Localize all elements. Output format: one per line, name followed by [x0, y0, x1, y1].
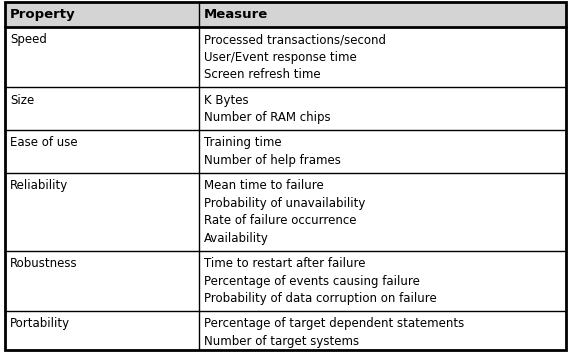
- Text: Rate of failure occurrence: Rate of failure occurrence: [203, 214, 356, 227]
- Text: Time to restart after failure: Time to restart after failure: [203, 257, 365, 270]
- Text: Property: Property: [10, 8, 75, 21]
- Text: Ease of use: Ease of use: [10, 136, 78, 149]
- Text: Number of RAM chips: Number of RAM chips: [203, 111, 330, 124]
- Text: Percentage of events causing failure: Percentage of events causing failure: [203, 275, 420, 288]
- Text: Portability: Portability: [10, 318, 70, 330]
- Text: Reliability: Reliability: [10, 179, 69, 192]
- Text: Probability of data corruption on failure: Probability of data corruption on failur…: [203, 292, 436, 305]
- Text: Number of target systems: Number of target systems: [203, 335, 359, 348]
- Text: Mean time to failure: Mean time to failure: [203, 179, 323, 192]
- Text: User/Event response time: User/Event response time: [203, 51, 356, 64]
- Text: Percentage of target dependent statements: Percentage of target dependent statement…: [203, 318, 464, 330]
- Text: Availability: Availability: [203, 232, 268, 245]
- Text: Size: Size: [10, 94, 34, 107]
- Text: Screen refresh time: Screen refresh time: [203, 68, 320, 81]
- Text: Robustness: Robustness: [10, 257, 78, 270]
- Bar: [5, 2, 566, 27]
- Text: Speed: Speed: [10, 33, 47, 46]
- Text: Training time: Training time: [203, 136, 281, 149]
- Text: Measure: Measure: [203, 8, 268, 21]
- Text: Number of help frames: Number of help frames: [203, 154, 340, 167]
- Text: Processed transactions/second: Processed transactions/second: [203, 33, 385, 46]
- Text: K Bytes: K Bytes: [203, 94, 248, 107]
- Text: Probability of unavailability: Probability of unavailability: [203, 197, 365, 210]
